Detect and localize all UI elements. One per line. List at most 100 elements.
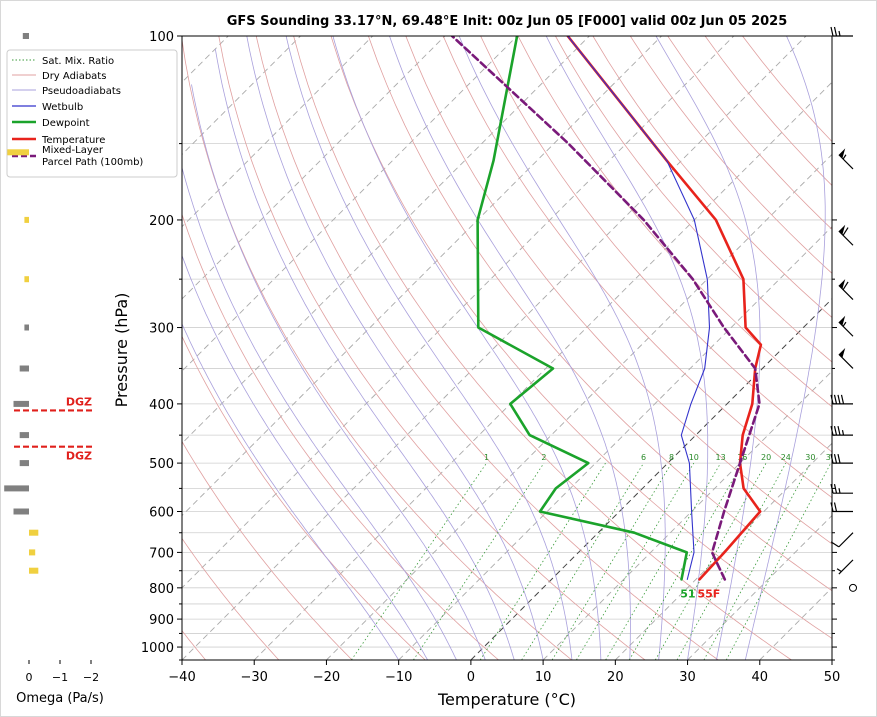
pseudoadiabat xyxy=(246,36,544,660)
legend-label: Dry Adiabats xyxy=(42,71,106,82)
wind-barb-flag xyxy=(838,148,846,159)
pseudoadiabat xyxy=(182,254,428,660)
omega-axis-label: Omega (Pa/s) xyxy=(16,691,104,706)
dgz-label: DGZ xyxy=(66,395,92,408)
x-tick-label: −30 xyxy=(241,670,268,685)
y-tick-label: 700 xyxy=(149,546,174,561)
wind-barb-full xyxy=(833,26,838,37)
isotherm xyxy=(253,81,832,660)
isotherm xyxy=(182,36,807,660)
mixing-ratio-label: 8 xyxy=(669,453,674,462)
mixing-ratio-label: 1 xyxy=(484,453,489,462)
wind-barb-full xyxy=(830,426,834,436)
pseudoadiabat xyxy=(458,36,666,660)
legend-label: Mixed-Layer xyxy=(42,145,104,156)
wind-barb-half xyxy=(838,30,841,37)
series-line-dewpoint xyxy=(476,36,689,581)
omega-bar xyxy=(29,529,39,536)
dgz-label: DGZ xyxy=(66,450,92,463)
wind-barb-full xyxy=(830,484,834,494)
wind-barb-half xyxy=(842,321,847,327)
y-tick-label: 200 xyxy=(149,214,174,229)
wind-barb-flag xyxy=(838,279,846,289)
isotherm xyxy=(759,587,832,660)
x-tick-label: 50 xyxy=(824,670,841,685)
omega-bar xyxy=(24,276,29,283)
mixing-ratio-label: 36 xyxy=(826,453,836,462)
x-tick-label: 10 xyxy=(535,670,552,685)
wind-barb-staff xyxy=(838,230,854,246)
isotherm xyxy=(182,36,662,517)
wind-barb xyxy=(838,148,854,170)
omega-bar xyxy=(19,432,29,439)
wind-barb xyxy=(830,484,853,494)
legend-label: Dewpoint xyxy=(42,118,90,129)
omega-bar xyxy=(4,485,29,492)
omega-bar xyxy=(19,460,29,467)
wind-barb-full xyxy=(830,26,834,37)
pseudoadiabat xyxy=(389,36,631,660)
y-tick-label: 300 xyxy=(149,322,174,337)
isotherm xyxy=(615,442,832,660)
mixing-ratio-label: 30 xyxy=(805,453,815,462)
x-tick-label: 20 xyxy=(607,670,624,685)
isotherm xyxy=(182,36,373,228)
series-group xyxy=(450,36,763,581)
legend-label: Pseudoadiabats xyxy=(42,86,121,97)
wind-barbs xyxy=(830,26,857,592)
dry-adiabat xyxy=(218,36,646,660)
mixing-ratio-line xyxy=(676,462,787,660)
x-tick-label: −10 xyxy=(385,670,412,685)
pseudoadiabat xyxy=(182,166,457,660)
wind-barb-full xyxy=(833,453,838,464)
dry-adiabat xyxy=(592,36,832,318)
wind-barb xyxy=(830,26,853,37)
series-line-wetbulb xyxy=(567,36,711,580)
mixing-ratio-line xyxy=(351,462,487,660)
dry-adiabat xyxy=(442,36,832,499)
isotherm xyxy=(470,298,832,660)
pseudoadiabat xyxy=(332,36,602,660)
wind-barb-full xyxy=(833,394,838,405)
dry-adiabat xyxy=(182,537,280,660)
wind-barb-half xyxy=(836,568,842,573)
isotherm xyxy=(182,36,735,589)
wind-barb-half xyxy=(838,488,841,494)
wind-barb-half xyxy=(842,154,847,160)
dry-adiabat xyxy=(480,36,832,453)
wind-barb-flag xyxy=(838,224,846,235)
mixing-ratio-label: 16 xyxy=(737,453,747,462)
legend-label: Wetbulb xyxy=(42,102,83,113)
omega-bar xyxy=(22,33,29,39)
legend-label: Parcel Path (100mb) xyxy=(42,157,143,168)
wind-barb xyxy=(838,347,854,369)
wind-barb xyxy=(830,453,853,464)
omega-bar xyxy=(29,549,36,556)
pseudoadiabat xyxy=(655,36,761,660)
wind-barb-staff xyxy=(838,353,854,369)
dry-adiabat xyxy=(629,36,832,274)
omega-bar xyxy=(13,508,29,515)
axes: 51 55F −40 −30 −20 −10 0 10 20 30 40 50 100 200 300 400… xyxy=(141,30,840,685)
omega-tick-label: −1 xyxy=(52,671,68,684)
wind-barb xyxy=(830,394,853,405)
omega-tick-label: 0 xyxy=(26,671,33,684)
wind-barb-staff xyxy=(838,285,854,301)
series-line-temperature xyxy=(566,36,763,581)
wind-barb xyxy=(830,532,854,548)
omega-bar xyxy=(13,400,29,407)
isotherm xyxy=(182,36,518,372)
wind-barb-full xyxy=(837,426,841,436)
x-tick-label: −40 xyxy=(168,670,195,685)
legend-label: Sat. Mix. Ratio xyxy=(42,56,114,67)
wind-barb-full xyxy=(830,394,834,405)
dry-adiabat xyxy=(704,36,832,187)
dry-adiabat xyxy=(555,36,832,363)
y-tick-label: 800 xyxy=(149,582,174,597)
dry-adiabat xyxy=(182,440,353,660)
surface-temperature-label: 55F xyxy=(698,587,721,600)
isotherm xyxy=(182,36,301,156)
wind-barb xyxy=(830,502,853,513)
wind-barb-half xyxy=(841,430,845,436)
dry-adiabat xyxy=(405,36,832,545)
